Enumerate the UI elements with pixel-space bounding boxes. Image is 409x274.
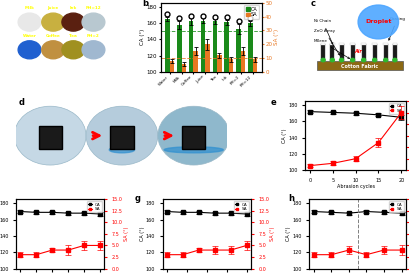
FancyBboxPatch shape: [110, 126, 133, 150]
FancyBboxPatch shape: [349, 43, 354, 45]
Text: Coating: Coating: [388, 17, 404, 40]
Circle shape: [339, 58, 343, 62]
Text: Coffee: Coffee: [46, 34, 61, 38]
Circle shape: [82, 13, 105, 31]
Bar: [205, 44, 209, 72]
FancyBboxPatch shape: [392, 44, 396, 61]
Text: Air: Air: [353, 49, 361, 54]
FancyBboxPatch shape: [182, 126, 205, 150]
Bar: [212, 21, 216, 153]
Circle shape: [392, 58, 396, 62]
Text: a: a: [18, 4, 24, 13]
Bar: [252, 59, 256, 72]
Bar: [165, 19, 169, 153]
Circle shape: [357, 5, 398, 39]
Circle shape: [18, 13, 41, 31]
Text: MXene: MXene: [313, 39, 349, 59]
Circle shape: [383, 58, 387, 62]
Circle shape: [42, 13, 64, 31]
FancyBboxPatch shape: [382, 43, 387, 45]
Text: Tea: Tea: [69, 34, 77, 38]
Bar: [193, 51, 198, 72]
Circle shape: [330, 58, 334, 62]
Circle shape: [157, 106, 229, 165]
Circle shape: [18, 41, 41, 59]
Text: d: d: [18, 98, 25, 107]
Bar: [169, 61, 174, 72]
Bar: [240, 51, 245, 72]
Text: e: e: [270, 98, 275, 107]
FancyBboxPatch shape: [330, 44, 334, 61]
FancyBboxPatch shape: [391, 43, 396, 45]
FancyBboxPatch shape: [360, 43, 365, 45]
Legend: CA, SA: CA, SA: [244, 5, 258, 19]
Circle shape: [62, 13, 85, 31]
Text: Water: Water: [22, 34, 36, 38]
Text: ZnO Array: ZnO Array: [313, 29, 339, 55]
Circle shape: [86, 106, 157, 165]
Bar: [247, 23, 252, 153]
Circle shape: [320, 58, 324, 62]
Legend: CA, SA: CA, SA: [233, 201, 248, 212]
Bar: [236, 29, 240, 153]
Bar: [224, 22, 228, 153]
Text: Juice: Juice: [47, 6, 58, 10]
Circle shape: [350, 58, 354, 62]
Text: Ink: Ink: [70, 6, 77, 10]
Text: c: c: [310, 0, 315, 8]
Text: PH=2: PH=2: [87, 34, 99, 38]
Bar: [216, 55, 221, 72]
Legend: CA, SA: CA, SA: [388, 201, 403, 212]
FancyBboxPatch shape: [38, 126, 62, 150]
Bar: [181, 64, 186, 72]
Y-axis label: CA (°): CA (°): [285, 227, 290, 241]
FancyBboxPatch shape: [329, 43, 334, 45]
FancyBboxPatch shape: [350, 44, 354, 61]
Bar: [228, 59, 233, 72]
FancyBboxPatch shape: [316, 61, 402, 70]
Text: Cotton Fabric: Cotton Fabric: [341, 64, 378, 69]
Y-axis label: CA (°): CA (°): [139, 227, 144, 241]
FancyBboxPatch shape: [372, 44, 376, 61]
Text: Droplet: Droplet: [364, 19, 391, 24]
FancyBboxPatch shape: [361, 44, 365, 61]
FancyBboxPatch shape: [320, 43, 325, 45]
Text: Milk: Milk: [25, 6, 34, 10]
FancyBboxPatch shape: [371, 43, 376, 45]
Ellipse shape: [164, 147, 223, 153]
Legend: CA, SA: CA, SA: [87, 201, 102, 212]
Text: b: b: [142, 0, 148, 8]
FancyBboxPatch shape: [338, 43, 343, 45]
Y-axis label: SA (°): SA (°): [124, 227, 129, 241]
Ellipse shape: [109, 147, 134, 153]
X-axis label: Abrasion cycles: Abrasion cycles: [336, 184, 374, 189]
Bar: [189, 21, 193, 153]
Y-axis label: SA (°): SA (°): [270, 227, 275, 241]
Circle shape: [82, 41, 105, 59]
FancyBboxPatch shape: [320, 44, 324, 61]
Circle shape: [62, 41, 85, 59]
Text: Ni Chain: Ni Chain: [313, 19, 332, 44]
Circle shape: [42, 41, 64, 59]
Circle shape: [361, 58, 365, 62]
Circle shape: [372, 58, 376, 62]
FancyBboxPatch shape: [383, 44, 387, 61]
Y-axis label: SA (°): SA (°): [273, 29, 278, 45]
Bar: [200, 21, 205, 153]
Text: g: g: [135, 194, 141, 203]
FancyBboxPatch shape: [339, 44, 343, 61]
Bar: [177, 25, 181, 153]
Circle shape: [14, 106, 86, 165]
Legend: CA, SA: CA, SA: [388, 103, 403, 114]
Text: PH=12: PH=12: [85, 6, 101, 10]
Text: h: h: [288, 194, 294, 203]
Y-axis label: CA (°): CA (°): [281, 129, 286, 143]
Y-axis label: CA (°): CA (°): [140, 29, 145, 45]
